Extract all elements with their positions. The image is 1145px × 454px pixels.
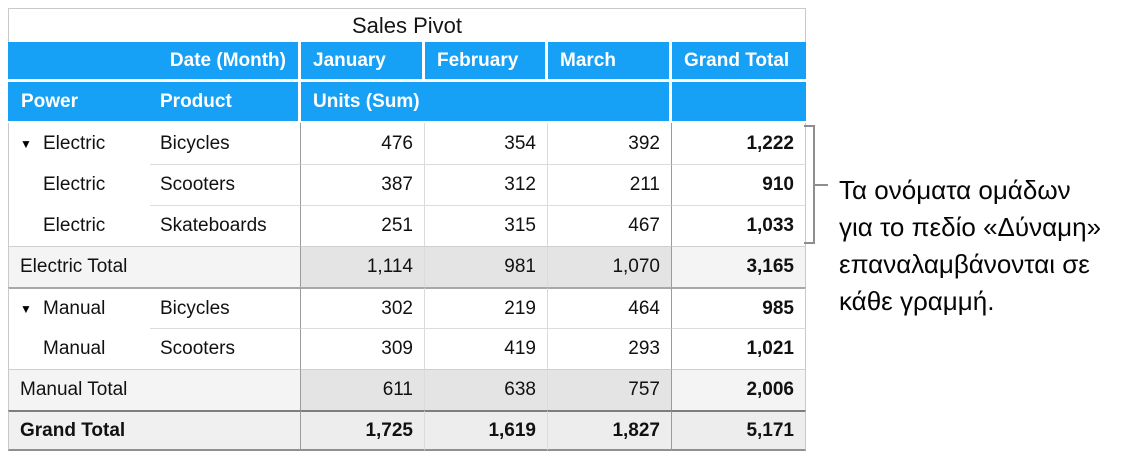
cell-product[interactable]: Skateboards <box>150 205 301 246</box>
cell-january[interactable]: 251 <box>301 205 425 246</box>
cell-february[interactable]: 981 <box>425 246 548 287</box>
cell-power[interactable]: Manual <box>8 328 150 369</box>
cell-march[interactable]: 464 <box>548 287 672 328</box>
cell-february[interactable]: 219 <box>425 287 548 328</box>
power-label: Manual <box>43 297 106 319</box>
cell-subtotal-label[interactable]: Electric Total <box>8 246 301 287</box>
cell-january[interactable]: 302 <box>301 287 425 328</box>
power-label: Electric <box>43 214 106 236</box>
cell-grand-total[interactable]: 1,222 <box>672 123 806 164</box>
cell-grand-total[interactable]: 985 <box>672 287 806 328</box>
cell-power[interactable]: ▼ Electric <box>8 123 150 164</box>
power-label: Electric <box>43 173 106 195</box>
cell-march[interactable]: 1,070 <box>548 246 672 287</box>
cell-february[interactable]: 315 <box>425 205 548 246</box>
cell-february[interactable]: 419 <box>425 328 548 369</box>
cell-january[interactable]: 309 <box>301 328 425 369</box>
cell-march[interactable]: 467 <box>548 205 672 246</box>
cell-march[interactable]: 392 <box>548 123 672 164</box>
cell-product[interactable]: Bicycles <box>150 287 301 328</box>
header-february[interactable]: February <box>425 42 548 82</box>
cell-grand-total[interactable]: 1,033 <box>672 205 806 246</box>
cell-march[interactable]: 1,827 <box>548 410 672 451</box>
annotation-bracket-tick <box>815 184 828 186</box>
cell-january[interactable]: 476 <box>301 123 425 164</box>
disclosure-triangle-icon[interactable]: ▼ <box>20 301 32 316</box>
disclosure-triangle-icon[interactable]: ▼ <box>20 136 32 151</box>
cell-product[interactable]: Bicycles <box>150 123 301 164</box>
pivot-table-title[interactable]: Sales Pivot <box>8 8 806 42</box>
header-grand-total[interactable]: Grand Total <box>672 42 806 82</box>
cell-product[interactable]: Scooters <box>150 328 301 369</box>
header-units-sum[interactable]: Units (Sum) <box>301 82 672 123</box>
header-date-month[interactable]: Date (Month) <box>8 42 301 82</box>
cell-subtotal-label[interactable]: Manual Total <box>8 369 301 410</box>
cell-february[interactable]: 354 <box>425 123 548 164</box>
header-grand-total-blank[interactable] <box>672 82 806 123</box>
cell-grand-total[interactable]: 5,171 <box>672 410 806 451</box>
annotation-line: κάθε γραμμή. <box>839 286 995 316</box>
cell-march[interactable]: 211 <box>548 164 672 205</box>
cell-january[interactable]: 1,114 <box>301 246 425 287</box>
header-march[interactable]: March <box>548 42 672 82</box>
cell-grand-total[interactable]: 2,006 <box>672 369 806 410</box>
cell-february[interactable]: 312 <box>425 164 548 205</box>
cell-january[interactable]: 611 <box>301 369 425 410</box>
cell-january[interactable]: 387 <box>301 164 425 205</box>
cell-power[interactable]: Electric <box>8 164 150 205</box>
cell-power[interactable]: Electric <box>8 205 150 246</box>
header-power[interactable]: Power <box>8 82 150 123</box>
cell-grand-total-label[interactable]: Grand Total <box>8 410 301 451</box>
header-january[interactable]: January <box>301 42 425 82</box>
annotation-line: Τα ονόματα ομάδων <box>839 175 1071 205</box>
annotation-text: Τα ονόματα ομάδων για το πεδίο «Δύναμη» … <box>839 172 1139 320</box>
cell-march[interactable]: 757 <box>548 369 672 410</box>
header-product[interactable]: Product <box>150 82 301 123</box>
cell-grand-total[interactable]: 1,021 <box>672 328 806 369</box>
annotation-line: επαναλαμβάνονται σε <box>839 249 1090 279</box>
annotation-bracket <box>804 125 815 244</box>
cell-march[interactable]: 293 <box>548 328 672 369</box>
cell-product[interactable]: Scooters <box>150 164 301 205</box>
power-label: Electric <box>43 132 106 154</box>
cell-power[interactable]: ▼ Manual <box>8 287 150 328</box>
annotation-line: για το πεδίο «Δύναμη» <box>839 212 1102 242</box>
cell-january[interactable]: 1,725 <box>301 410 425 451</box>
cell-grand-total[interactable]: 910 <box>672 164 806 205</box>
cell-grand-total[interactable]: 3,165 <box>672 246 806 287</box>
pivot-grid: Date (Month) January February March Gran… <box>8 42 806 451</box>
cell-february[interactable]: 1,619 <box>425 410 548 451</box>
cell-february[interactable]: 638 <box>425 369 548 410</box>
sales-pivot-table: Sales Pivot Date (Month) January Februar… <box>8 8 806 451</box>
power-label: Manual <box>43 337 106 359</box>
